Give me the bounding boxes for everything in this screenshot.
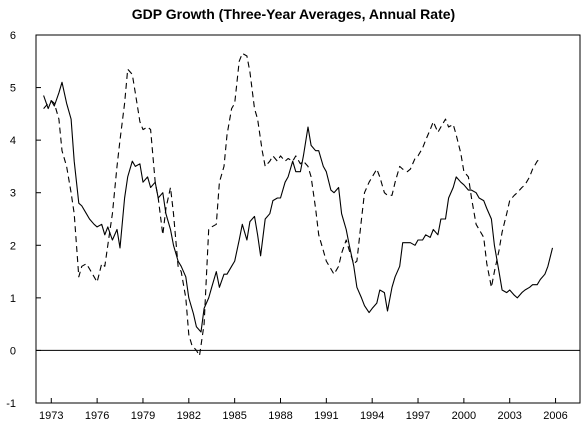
- x-tick-label: 1973: [39, 410, 63, 422]
- x-tick-label: 2000: [452, 410, 476, 422]
- series-line-solid: [43, 81, 554, 333]
- y-axis: -1 0 1 2 3 4 5 6: [6, 30, 41, 410]
- y-tick-label: 1: [10, 293, 16, 305]
- x-tick-label: 1979: [131, 410, 155, 422]
- y-tick-label: 6: [10, 30, 16, 42]
- x-tick-label: 1994: [360, 410, 384, 422]
- x-tick-label: 1991: [314, 410, 338, 422]
- x-axis: 1973 1976 1979 1982 1985 1988 1991 1994 1997 2000…: [39, 398, 568, 422]
- series-group: [43, 52, 554, 357]
- y-tick-label: -1: [6, 398, 16, 410]
- x-tick-label: 1988: [268, 410, 292, 422]
- chart-title: GDP Growth (Three-Year Averages, Annual …: [131, 6, 456, 22]
- y-tick-label: 5: [10, 83, 16, 95]
- plot-frame: [35, 34, 581, 404]
- y-tick-label: 0: [10, 345, 16, 357]
- x-tick-label: 2006: [543, 410, 567, 422]
- y-tick-label: 2: [10, 240, 16, 252]
- x-tick-label: 2003: [497, 410, 521, 422]
- x-tick-label: 1982: [177, 410, 201, 422]
- y-tick-label: 3: [10, 188, 16, 200]
- x-tick-label: 1997: [406, 410, 430, 422]
- y-tick-label: 4: [10, 135, 16, 147]
- x-tick-label: 1976: [85, 410, 109, 422]
- x-tick-label: 1985: [222, 410, 246, 422]
- series-line-dashed: [43, 52, 541, 357]
